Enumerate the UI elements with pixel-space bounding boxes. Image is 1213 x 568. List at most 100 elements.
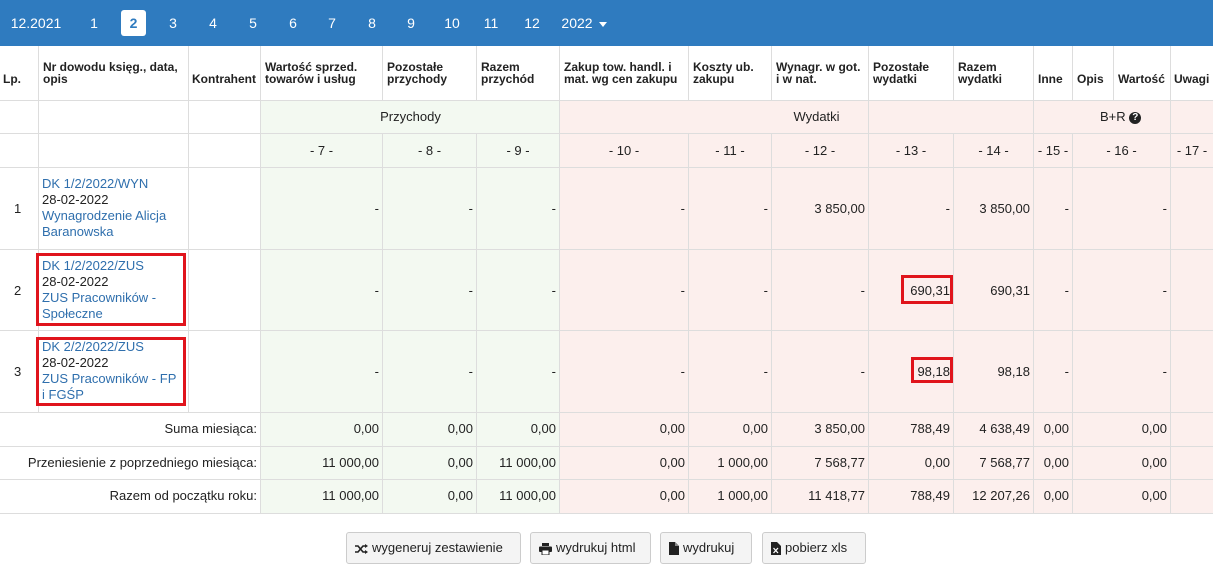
value-col-7: - — [374, 283, 379, 298]
document-description[interactable]: i FGŚP — [42, 387, 84, 402]
divider — [771, 133, 772, 513]
summary-col-7: 0,00 — [353, 421, 379, 436]
col-uwagi-header: Uwagi — [1174, 72, 1210, 86]
month-tab-9[interactable]: 9 — [407, 15, 415, 31]
colnum-13: - 13 - — [895, 143, 927, 158]
summary-col-15: 0,00 — [1043, 455, 1069, 470]
col-13-header-line1: Pozostałe — [873, 60, 930, 74]
help-icon[interactable]: ? — [1129, 111, 1142, 124]
col-lp-header: Lp. — [3, 72, 21, 86]
value-col-10: - — [680, 201, 685, 216]
value-col-14: 3 850,00 — [979, 201, 1030, 216]
value-col-15: - — [1064, 364, 1069, 379]
month-tab-6[interactable]: 6 — [289, 15, 297, 31]
col-12-header-line2: i w nat. — [776, 72, 817, 86]
col-9-header-line1: Razem — [481, 60, 520, 74]
document-link[interactable]: DK 1/2/2022/ZUS — [42, 258, 144, 273]
summary-col-13: 0,00 — [924, 455, 950, 470]
colnum-16: - 16 - — [1106, 143, 1137, 158]
document-description[interactable]: Wynagrodzenie Alicja — [42, 208, 167, 223]
print-button[interactable]: wydrukuj — [660, 532, 752, 564]
summary-label: Przeniesienie z poprzedniego miesiąca: — [27, 455, 257, 470]
summary-col-11: 1 000,00 — [717, 488, 768, 503]
col-12-header-line1: Wynagr. w got. — [776, 60, 861, 74]
col-9-header-line2: przychód — [481, 72, 535, 86]
document-date: 28-02-2022 — [42, 192, 109, 207]
divider — [260, 46, 261, 513]
col-inne-header: Inne — [1038, 72, 1063, 86]
month-tab-7[interactable]: 7 — [328, 15, 336, 31]
value-col-16: - — [1162, 364, 1167, 379]
col-11-header-line2: zakupu — [693, 72, 735, 86]
month-tab-8[interactable]: 8 — [368, 15, 376, 31]
colnum-15: - 15 - — [1037, 143, 1069, 158]
month-tab-1[interactable]: 1 — [90, 15, 98, 31]
col-14-header-line2: wydatki — [958, 72, 1003, 86]
col-wartosc-header: Wartość — [1118, 72, 1165, 86]
value-col-15: - — [1064, 201, 1069, 216]
highlight-box — [36, 253, 186, 326]
print-label: wydrukuj — [683, 540, 735, 555]
divider — [0, 412, 1213, 413]
month-tab-3[interactable]: 3 — [169, 15, 177, 31]
col-13-header-line2: wydatki — [873, 72, 918, 86]
divider — [0, 479, 1213, 480]
value-col-11: - — [763, 201, 768, 216]
month-tab-5[interactable]: 5 — [249, 15, 257, 31]
month-tab-2[interactable]: 2 — [121, 10, 146, 36]
document-link[interactable]: DK 2/2/2022/ZUS — [42, 339, 144, 354]
value-col-7: - — [374, 364, 379, 379]
value-col-11: - — [763, 364, 768, 379]
document-description[interactable]: Baranowska — [42, 224, 114, 239]
value-col-7: - — [374, 201, 379, 216]
value-col-10: - — [680, 283, 685, 298]
divider — [38, 46, 39, 413]
divider — [953, 133, 954, 513]
highlight-box — [36, 337, 186, 406]
col-11-header-line1: Koszty ub. — [693, 60, 754, 74]
col-14-header-line1: Razem — [958, 60, 997, 74]
divider — [0, 249, 1213, 250]
col-opis-header: Opis — [1077, 72, 1104, 86]
value-col-8: - — [468, 364, 473, 379]
excel-file-icon — [771, 542, 781, 556]
printer-icon — [539, 542, 552, 556]
highlight-box — [911, 357, 953, 383]
divider — [559, 46, 560, 513]
value-col-12: - — [860, 364, 865, 379]
month-tab-12-2021[interactable]: 12.2021 — [10, 15, 62, 31]
month-tab-10[interactable]: 10 — [444, 15, 460, 31]
summary-col-12: 3 850,00 — [814, 421, 865, 436]
document-description[interactable]: Społeczne — [42, 306, 103, 321]
month-tab-11[interactable]: 11 — [483, 15, 499, 31]
summary-label: Suma miesiąca: — [164, 421, 257, 436]
document-description[interactable]: ZUS Pracowników - FP — [42, 371, 177, 386]
document-description[interactable]: ZUS Pracowników - — [42, 290, 157, 305]
divider — [0, 330, 1213, 331]
colnum-10: - 10 - — [608, 143, 640, 158]
summary-col-10: 0,00 — [659, 488, 685, 503]
summary-col-9: 11 000,00 — [499, 488, 556, 503]
group-wydatki: Wydatki — [793, 109, 840, 124]
divider — [0, 513, 1213, 514]
divider — [688, 46, 689, 100]
document-icon — [669, 542, 679, 556]
document-link[interactable]: DK 1/2/2022/WYN — [42, 176, 149, 191]
col-nr-header-line2: opis — [43, 72, 68, 86]
value-col-13: 690,31 — [910, 283, 950, 298]
generate-report-button[interactable]: wygeneruj zestawienie — [346, 532, 521, 564]
divider — [0, 133, 1213, 134]
value-col-8: - — [468, 201, 473, 216]
summary-col-7: 11 000,00 — [322, 488, 379, 503]
print-html-button[interactable]: wydrukuj html — [530, 532, 651, 564]
year-dropdown[interactable]: 2022 — [558, 10, 610, 36]
col-8-header-line2: przychody — [387, 72, 448, 86]
divider — [1170, 46, 1171, 513]
year-value: 2022 — [561, 15, 593, 31]
month-tab-12[interactable]: 12 — [524, 15, 540, 31]
document-date: 28-02-2022 — [42, 274, 109, 289]
month-tab-4[interactable]: 4 — [209, 15, 217, 31]
value-col-11: - — [763, 283, 768, 298]
download-xls-button[interactable]: pobierz xls — [762, 532, 866, 564]
col-8-header-line1: Pozostałe — [387, 60, 444, 74]
